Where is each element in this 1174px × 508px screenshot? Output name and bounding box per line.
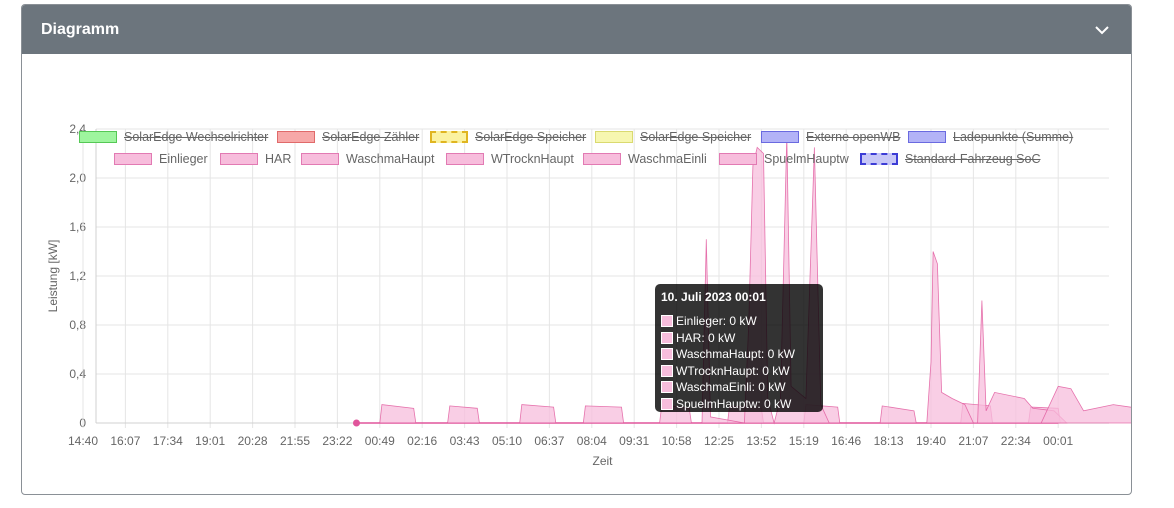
chevron-down-icon[interactable] [1093,21,1111,39]
legend-swatch [220,153,258,165]
legend-label: HAR [265,152,292,166]
x-tick-label: 02:16 [407,434,437,448]
tooltip-swatch [661,397,673,410]
x-tick-label: 15:19 [789,434,819,448]
x-tick-label: 16:07 [110,434,140,448]
legend-label: SolarEdge Zähler [322,130,420,144]
legend-label: WaschmaHaupt [346,152,435,166]
y-tick-label: 1,2 [69,269,86,283]
legend-swatch [595,131,633,143]
legend-item[interactable]: WaschmaHaupt [301,152,434,166]
legend-swatch [301,153,339,165]
tooltip-swatch [661,315,673,327]
legend-item[interactable]: SolarEdge Wechselrichter [79,130,268,144]
tooltip-text: Einlieger: 0 kW [676,314,757,328]
tooltip-row: WaschmaEinli: 0 kW [661,380,786,394]
x-tick-label: 09:31 [619,434,649,448]
x-tick-label: 12:25 [704,434,734,448]
tooltip-text: SpuelmHauptw: 0 kW [676,396,792,411]
tooltip-text: WaschmaEinli: 0 kW [676,380,786,394]
legend-label: WTrocknHaupt [491,152,574,166]
legend-swatch [79,131,117,143]
legend-item[interactable]: Standard-Fahrzeug SoC [860,152,1041,166]
legend-label: SolarEdge Speicher [640,130,752,144]
tooltip-swatch [661,381,673,393]
x-tick-label: 21:07 [958,434,988,448]
x-tick-label: 00:49 [365,434,395,448]
series-area [926,251,975,424]
x-tick-label: 16:46 [831,434,861,448]
tooltip-row: HAR: 0 kW [661,331,735,345]
legend-swatch [719,153,757,165]
x-tick-label: 17:34 [153,434,183,448]
legend-label: Ladepunkte (Summe) [953,130,1074,144]
legend-item[interactable]: WaschmaEinli [583,152,707,166]
x-tick-label: 13:52 [746,434,776,448]
diagram-card: Diagramm 2,42,01,61,20,80,4014:4016:0717… [21,4,1132,495]
x-tick-label: 18:13 [874,434,904,448]
x-tick-label: 10:58 [662,434,692,448]
y-tick-label: 0,8 [69,318,86,332]
tooltip-row: SpuelmHauptw: 0 kW [661,397,791,411]
legend-item[interactable]: SolarEdge Speicher [430,130,586,144]
x-tick-label: 19:01 [195,434,225,448]
card-title: Diagramm [41,20,120,38]
tooltip-swatch [661,348,673,360]
legend-label: SolarEdge Speicher [475,130,587,144]
tooltip-text: WaschmaHaupt: 0 kW [676,347,795,361]
legend-item[interactable]: SolarEdge Speicher [595,130,751,144]
legend-label: WaschmaEinli [628,152,707,166]
tooltip-row: WTrocknHaupt: 0 kW [661,364,790,378]
legend-swatch [430,131,468,143]
series-area [1040,385,1131,424]
x-tick-label: 00:01 [1043,434,1073,448]
legend-swatch [908,131,946,143]
legend-item[interactable]: SpuelmHauptw [719,152,849,166]
tooltip-swatch [661,331,673,344]
legend-label: SolarEdge Wechselrichter [124,130,269,144]
legend-item[interactable]: Einlieger [114,152,208,166]
tooltip-row: Einlieger: 0 kW [661,314,757,328]
y-axis-title: Leistung [kW] [46,240,60,313]
y-tick-label: 2,0 [69,171,86,185]
legend-item[interactable]: HAR [220,152,291,166]
legend-swatch [446,153,484,165]
legend-swatch [277,131,315,143]
card-header[interactable]: Diagramm [22,5,1131,54]
x-tick-label: 14:40 [68,434,98,448]
legend-row: Einlieger HAR WaschmaHaupt WTrocknHaupt Wasc… [22,152,1131,170]
x-tick-label: 19:40 [916,434,946,448]
x-tick-label: 21:55 [280,434,310,448]
chart-area: 2,42,01,61,20,80,4014:4016:0717:3419:012… [46,122,1131,468]
legend-item[interactable]: Externe openWB [761,130,901,144]
legend-label: SpuelmHauptw [764,152,849,166]
x-tick-label: 08:04 [577,434,607,448]
legend-row: SolarEdge Wechselrichter SolarEdge Zähler… [22,130,1131,148]
tooltip-title: 10. Juli 2023 00:01 [661,290,766,304]
legend-item[interactable]: WTrocknHaupt [446,152,574,166]
tooltip-swatch [661,364,673,377]
x-tick-label: 05:10 [492,434,522,448]
legend-item[interactable]: SolarEdge Zähler [277,130,419,144]
y-tick-label: 0,4 [69,367,86,381]
legend-swatch [114,153,152,165]
legend-label: Einlieger [159,152,208,166]
x-tick-label: 20:28 [238,434,268,448]
x-tick-label: 03:43 [450,434,480,448]
y-tick-label: 1,6 [69,220,86,234]
legend-swatch [583,153,621,165]
x-tick-label: 23:22 [322,434,352,448]
legend-swatch [761,131,799,143]
x-axis-title: Zeit [592,454,613,468]
x-tick-label: 22:34 [1001,434,1031,448]
legend-label: Standard-Fahrzeug SoC [905,152,1041,166]
legend-swatch [860,153,898,165]
chart-tooltip: 10. Juli 2023 00:01 Einlieger: 0 kW HAR: … [655,284,823,412]
legend-label: Externe openWB [806,130,901,144]
x-tick-label: 06:37 [534,434,564,448]
tooltip-text: WTrocknHaupt: 0 kW [676,363,790,378]
tooltip-row: WaschmaHaupt: 0 kW [661,347,795,361]
tooltip-text: HAR: 0 kW [676,330,736,345]
legend-item[interactable]: Ladepunkte (Summe) [908,130,1073,144]
